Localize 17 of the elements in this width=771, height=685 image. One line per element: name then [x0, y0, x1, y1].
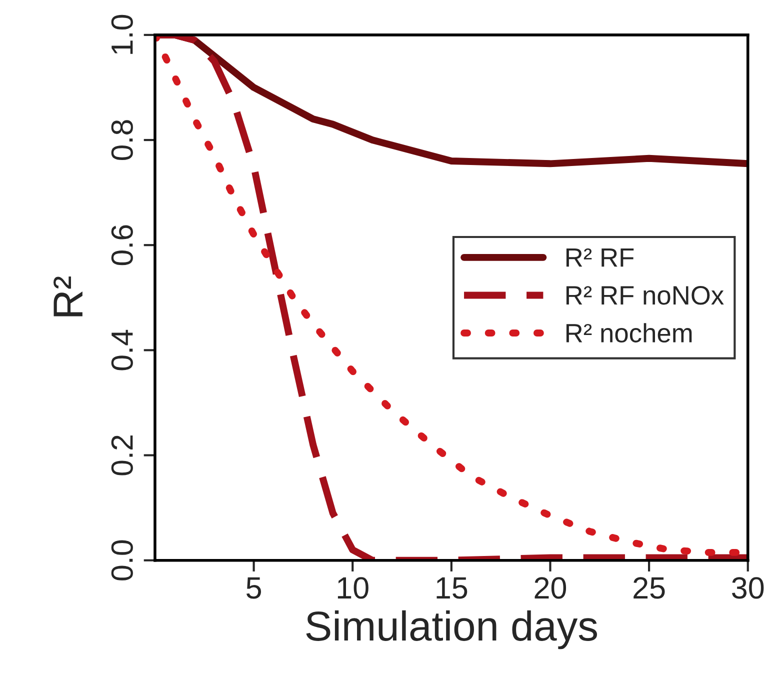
x-axis-title: Simulation days — [306, 610, 597, 650]
x-tick-label: 25 — [634, 577, 665, 599]
legend-label: R² nochem — [566, 323, 692, 343]
y-tick-label: 0.8 — [111, 120, 133, 160]
x-tick-label: 10 — [338, 577, 368, 599]
y-tick-label: 0.2 — [111, 436, 133, 476]
legend-label: R² RF — [566, 248, 634, 267]
legend-label: R² RF noNOx — [566, 286, 724, 305]
x-tick-label: 5 — [246, 577, 262, 599]
y-tick-label: 0.4 — [111, 330, 133, 370]
y-tick-label: 1.0 — [111, 14, 133, 54]
y-tick-label: 0.0 — [111, 540, 133, 580]
x-tick-label: 15 — [436, 577, 468, 599]
y-tick-label: 0.6 — [111, 225, 133, 266]
x-tick-label: 20 — [534, 577, 566, 599]
x-tick-label: 30 — [732, 577, 764, 599]
y-axis-title: R² — [54, 276, 82, 316]
